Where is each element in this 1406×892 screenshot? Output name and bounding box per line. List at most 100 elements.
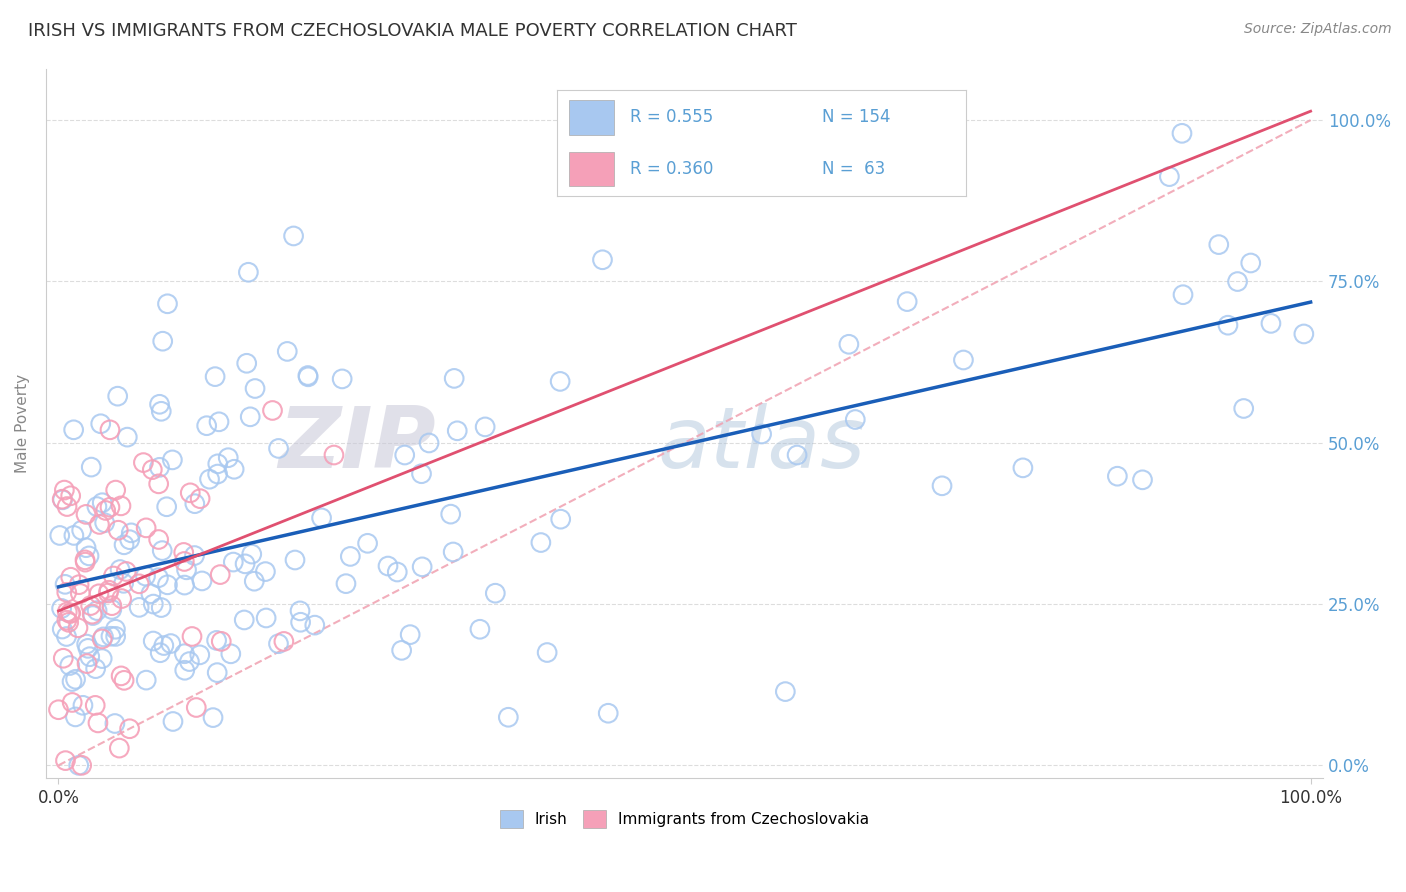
Point [173,554,195,568]
Point [530,535,553,549]
Point [235,356,257,370]
Point [276,344,298,359]
Point [1216,318,1239,333]
Point [75,508,97,522]
Point [238,265,260,279]
Point [72,698,94,713]
Point [66,621,89,635]
Point [335,576,357,591]
Point [59,570,82,584]
Point [112,538,135,552]
Point [141,462,163,476]
Point [98,583,121,598]
Point [198,472,221,486]
Point [598,706,620,721]
Point [1240,256,1263,270]
Point [117,430,139,444]
Point [204,369,226,384]
Point [150,600,173,615]
Point [283,229,305,244]
Point [90,417,112,431]
Point [60,674,83,689]
Point [148,460,170,475]
Point [176,563,198,577]
Point [394,448,416,462]
Point [173,647,195,661]
Point [128,600,150,615]
Point [51,622,73,636]
Point [69,586,91,600]
Legend: Irish, Immigrants from Czechoslovakia: Irish, Immigrants from Czechoslovakia [494,804,876,834]
Point [84,662,107,676]
Point [273,634,295,648]
Point [446,424,468,438]
Point [56,500,79,514]
Point [468,622,491,636]
Point [107,523,129,537]
Point [474,420,496,434]
Point [128,577,150,591]
Point [59,607,82,621]
Point [82,608,104,623]
Point [184,497,207,511]
Point [60,696,83,710]
Point [104,716,127,731]
Point [94,503,117,517]
Point [156,578,179,592]
Point [233,557,256,571]
Point [339,549,361,564]
Point [179,655,201,669]
Point [89,517,111,532]
Point [387,565,409,579]
Point [139,587,162,601]
Point [55,754,77,768]
Point [104,629,127,643]
Point [297,369,319,384]
Point [786,448,808,462]
Point [53,577,76,591]
Point [93,516,115,530]
Point [224,462,246,476]
Point [205,633,228,648]
Point [98,500,121,515]
Point [62,423,84,437]
Point [76,657,98,671]
Point [330,372,353,386]
Point [67,577,90,591]
Point [112,673,135,688]
Text: Source: ZipAtlas.com: Source: ZipAtlas.com [1244,22,1392,37]
Point [51,492,73,507]
Point [162,453,184,467]
Point [148,533,170,547]
Point [65,673,87,687]
Point [592,252,614,267]
Point [267,637,290,651]
Point [1012,461,1035,475]
Point [952,353,974,368]
Point [142,597,165,611]
Point [254,611,277,625]
Point [1226,275,1249,289]
Point [233,613,256,627]
Point [48,703,70,717]
Point [52,492,75,507]
Point [1233,401,1256,416]
Point [110,669,132,683]
Point [98,423,121,437]
Point [311,511,333,525]
Point [411,559,433,574]
Point [1171,126,1194,140]
Point [148,571,170,585]
Point [844,412,866,426]
Point [243,574,266,589]
Point [173,545,195,559]
Point [208,415,231,429]
Point [391,643,413,657]
Point [59,489,82,503]
Point [209,634,232,648]
Point [80,460,103,475]
Point [304,618,326,632]
Point [775,684,797,698]
Point [173,578,195,592]
Point [59,606,82,620]
